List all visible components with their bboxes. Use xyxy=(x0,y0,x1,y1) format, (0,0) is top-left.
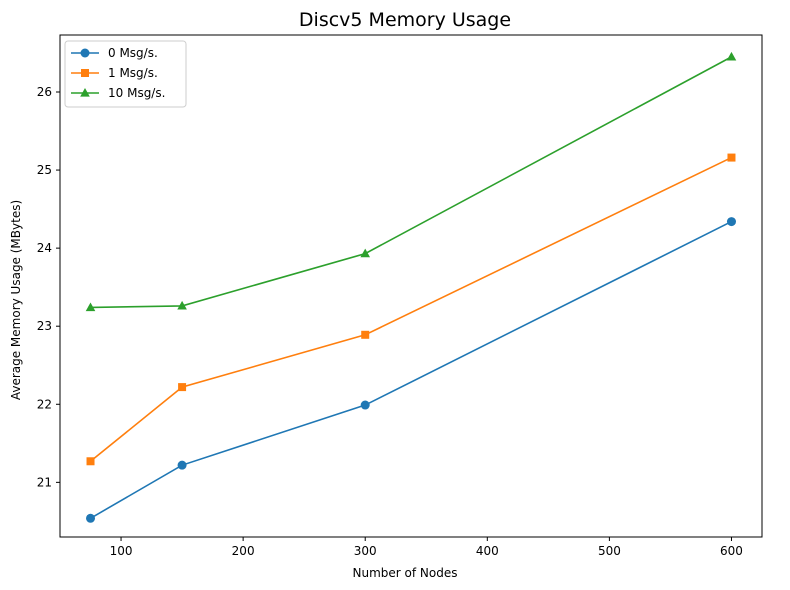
series-1 xyxy=(86,153,736,466)
series-0 xyxy=(86,217,736,523)
data-point xyxy=(727,153,736,162)
x-tick-label: 500 xyxy=(598,544,621,558)
data-point xyxy=(726,51,737,61)
series-line xyxy=(90,220,732,519)
legend-box xyxy=(64,40,187,108)
x-tick-label: 400 xyxy=(476,544,499,558)
x-tick-label: 600 xyxy=(720,544,743,558)
series-line xyxy=(90,56,732,309)
y-tick-label: 22 xyxy=(37,397,52,411)
x-axis-label: Number of Nodes xyxy=(353,566,458,580)
data-point xyxy=(177,460,187,470)
plot-area xyxy=(59,34,763,538)
legend-marker xyxy=(80,88,90,97)
data-point xyxy=(177,300,187,310)
legend-item-1: 1 Msg/s. xyxy=(71,66,158,80)
y-tick-label: 26 xyxy=(37,85,52,99)
legend-marker xyxy=(80,48,90,58)
plot-frame xyxy=(59,34,763,538)
legend-label: 0 Msg/s. xyxy=(108,46,158,60)
data-point xyxy=(360,400,370,410)
x-tick-label: 100 xyxy=(110,544,133,558)
x-axis: 100 200 300 400 500 600 xyxy=(110,537,743,558)
y-axis-label: Average Memory Usage (MBytes) xyxy=(9,200,23,400)
y-tick-label: 21 xyxy=(37,475,52,489)
legend-item-2: 10 Msg/s. xyxy=(71,86,165,100)
legend-item-0: 0 Msg/s. xyxy=(71,46,158,60)
y-tick-label: 25 xyxy=(37,163,52,177)
data-point xyxy=(726,217,736,227)
data-point xyxy=(360,248,371,258)
series-2 xyxy=(85,51,737,312)
data-point xyxy=(86,513,96,523)
data-point xyxy=(178,383,187,392)
legend: 0 Msg/s. 1 Msg/s. 10 Msg/s. xyxy=(64,40,187,108)
series-layer xyxy=(85,51,737,523)
legend-marker xyxy=(81,69,89,77)
chart-title: Discv5 Memory Usage xyxy=(299,9,511,31)
data-point xyxy=(86,457,95,466)
legend-label: 10 Msg/s. xyxy=(108,86,165,100)
x-tick-label: 300 xyxy=(354,544,377,558)
y-axis: 21 22 23 24 25 26 xyxy=(37,85,60,489)
x-tick-label: 200 xyxy=(232,544,255,558)
series-line xyxy=(90,156,732,462)
legend-label: 1 Msg/s. xyxy=(108,66,158,80)
y-tick-label: 23 xyxy=(37,319,52,333)
data-point xyxy=(361,330,370,339)
data-point xyxy=(85,302,96,312)
y-tick-label: 24 xyxy=(37,241,52,255)
